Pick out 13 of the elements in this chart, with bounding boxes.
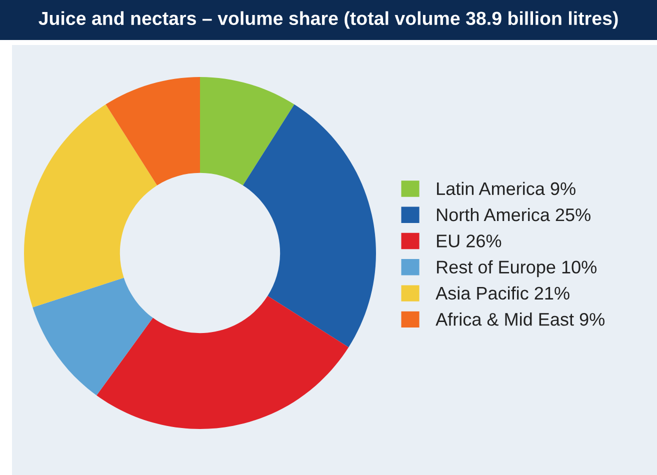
donut-slice <box>242 104 376 348</box>
legend-label: EU 26% <box>437 234 502 248</box>
donut-slice <box>200 77 294 186</box>
donut-slice <box>32 278 153 396</box>
donut-slice <box>106 77 200 186</box>
legend-label: Latin America 9% <box>437 182 576 196</box>
donut-slice <box>96 296 349 429</box>
legend-label: North America 25% <box>437 208 590 222</box>
legend-label: Asia Pacific 21% <box>436 286 570 300</box>
donut-slice <box>24 104 158 308</box>
chart-title: Juice and nectars – volume share (total volume 38.9 billion litres) <box>38 11 618 29</box>
legend-label: Africa & Mid East 9% <box>436 312 604 326</box>
legend-label: Rest of Europe 10% <box>437 260 597 278</box>
